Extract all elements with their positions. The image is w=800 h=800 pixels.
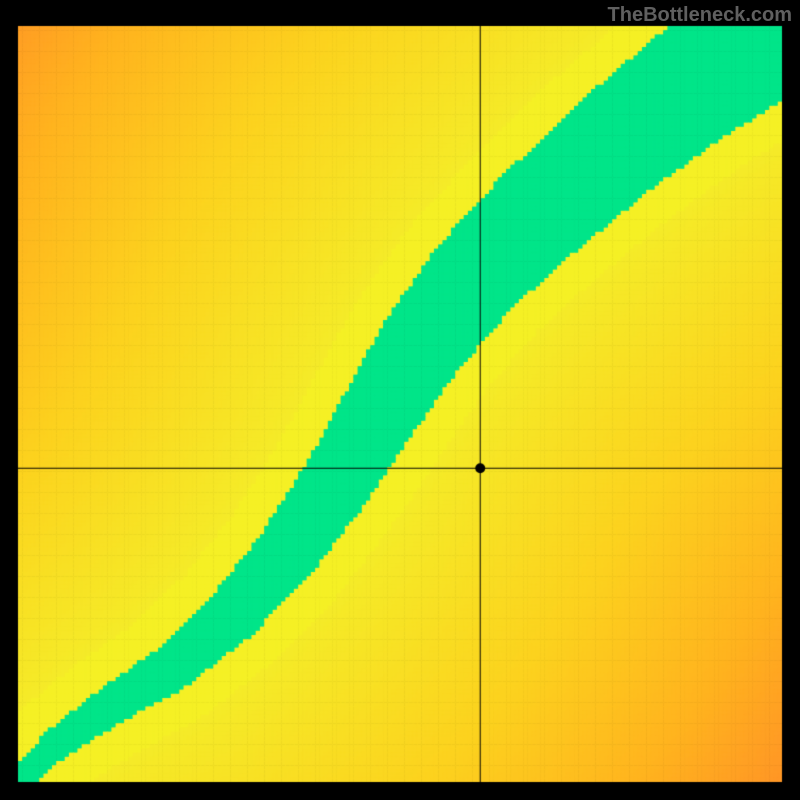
heatmap-canvas	[0, 0, 800, 800]
chart-container: TheBottleneck.com	[0, 0, 800, 800]
watermark-text: TheBottleneck.com	[608, 4, 792, 27]
